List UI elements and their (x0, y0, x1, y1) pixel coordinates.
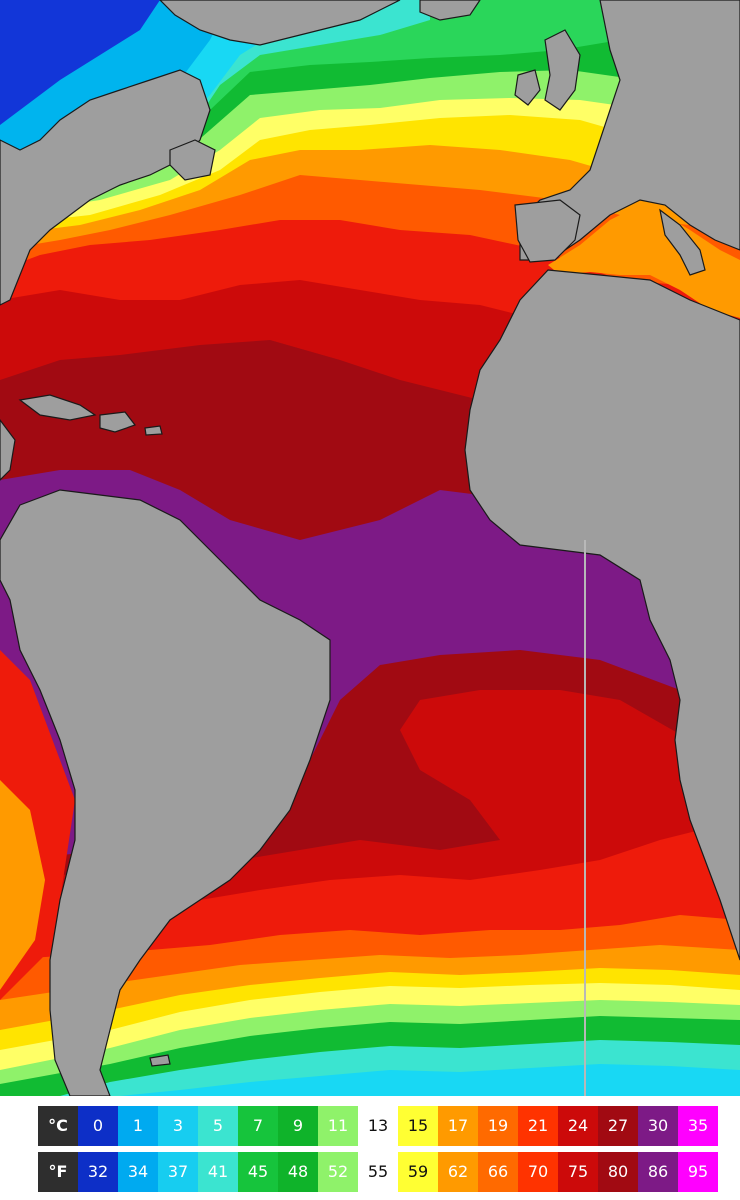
legend-fahrenheit-cell-59: 59 (398, 1152, 438, 1192)
legend-fahrenheit-cell-32: 32 (78, 1152, 118, 1192)
legend-celsius-cell-24: 24 (558, 1106, 598, 1146)
legend-fahrenheit-cell-70: 70 (518, 1152, 558, 1192)
legend-fahrenheit-cells: 32 34 37 41 45 48 52 55 59 62 66 70 75 80 86 95 (78, 1152, 718, 1192)
legend-celsius-cell-9: 9 (278, 1106, 318, 1146)
legend-celsius-cell-7: 7 (238, 1106, 278, 1146)
britain-land (544, 29, 581, 111)
legend-fahrenheit-cell-62: 62 (438, 1152, 478, 1192)
mediterranean-sea (548, 205, 740, 318)
legend-celsius-cell-1: 1 (118, 1106, 158, 1146)
legend-fahrenheit-cell-80: 80 (598, 1152, 638, 1192)
legend-fahrenheit-unit: °F (38, 1152, 78, 1192)
ireland-land (514, 69, 541, 106)
legend-celsius-cell-3: 3 (158, 1106, 198, 1146)
legend-fahrenheit: °F 32 34 37 41 45 48 52 55 59 62 66 70 75 80 86 95 (38, 1152, 718, 1192)
legend-celsius-cell-15: 15 (398, 1106, 438, 1146)
landmass-group (0, 0, 740, 1096)
legend-celsius-cell-19: 19 (478, 1106, 518, 1146)
legend-celsius-cell-5: 5 (198, 1106, 238, 1146)
legend-fahrenheit-cell-45: 45 (238, 1152, 278, 1192)
central-america-land (0, 419, 16, 481)
legend-fahrenheit-cell-34: 34 (118, 1152, 158, 1192)
south-america-land (0, 489, 331, 1096)
iberia-land (514, 199, 581, 263)
legend-celsius-cell-27: 27 (598, 1106, 638, 1146)
legend-celsius-unit: °C (38, 1106, 78, 1146)
iceland-land (419, 0, 481, 21)
legend-fahrenheit-cell-75: 75 (558, 1152, 598, 1192)
legend-celsius-cells: 0 1 3 5 7 9 11 13 15 17 19 21 24 27 30 35 (78, 1106, 718, 1146)
sea-temperature-map (0, 0, 740, 1096)
africa-land (464, 269, 740, 961)
legend-fahrenheit-cell-52: 52 (318, 1152, 358, 1192)
legend-celsius: °C 0 1 3 5 7 9 11 13 15 17 19 21 24 27 30 35 (38, 1106, 718, 1146)
legend-fahrenheit-cell-41: 41 (198, 1152, 238, 1192)
legend-fahrenheit-cell-66: 66 (478, 1152, 518, 1192)
puerto-rico-land (144, 425, 163, 436)
legend-celsius-cell-13: 13 (358, 1106, 398, 1146)
legend-celsius-cell-35: 35 (678, 1106, 718, 1146)
italy-land (659, 208, 706, 276)
legend-celsius-cell-0: 0 (78, 1106, 118, 1146)
legend-celsius-cell-21: 21 (518, 1106, 558, 1146)
legend-fahrenheit-cell-86: 86 (638, 1152, 678, 1192)
legend-celsius-cell-11: 11 (318, 1106, 358, 1146)
falklands-land (149, 1054, 171, 1067)
pacific-coast-strip-cool (0, 780, 45, 990)
map-canvas (0, 0, 740, 1096)
legend-fahrenheit-cell-55: 55 (358, 1152, 398, 1192)
legend-celsius-cell-17: 17 (438, 1106, 478, 1146)
legend-fahrenheit-cell-48: 48 (278, 1152, 318, 1192)
north-band-deep (0, 0, 160, 125)
hispaniola-land (99, 411, 136, 433)
newfoundland-land (169, 139, 216, 181)
cuba-land (18, 394, 97, 421)
legend-fahrenheit-cell-95: 95 (678, 1152, 718, 1192)
legend-fahrenheit-cell-37: 37 (158, 1152, 198, 1192)
legend-celsius-cell-30: 30 (638, 1106, 678, 1146)
greenland-land (159, 0, 401, 46)
